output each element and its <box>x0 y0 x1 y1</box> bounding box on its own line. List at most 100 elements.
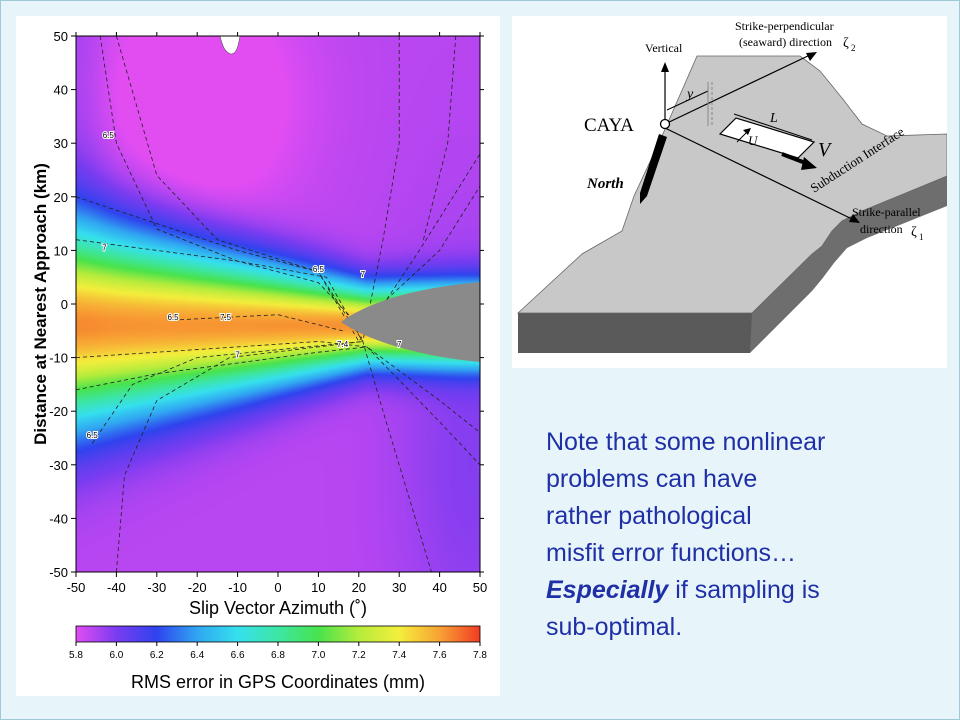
L-dimension-line <box>733 113 813 141</box>
x-tick-label: 40 <box>432 580 446 595</box>
x-axis-ticks: -50 -40 -30 -20 -10 0 10 20 30 40 50 <box>67 32 487 595</box>
contour-label: 7 <box>235 351 240 360</box>
contour-line <box>76 185 480 326</box>
U-label: U <box>748 133 759 148</box>
x-tick-label: 20 <box>352 580 366 595</box>
note-line-6: sub-optimal. <box>546 613 683 641</box>
contour-label: 7 <box>361 270 366 279</box>
contour-line <box>99 36 364 342</box>
contour-label: 6.5 <box>167 313 179 322</box>
y-tick-label: -20 <box>49 404 68 419</box>
colorbar-tick-label: 6.6 <box>231 650 245 661</box>
note-line-5-rest: if sampling is <box>668 576 820 604</box>
y-tick-label: -40 <box>49 511 68 526</box>
strike-parallel-label-1: Strike-parallel <box>852 205 921 219</box>
colorbar-ticks: 5.8 6.0 6.2 6.4 6.6 6.8 7.0 7.2 7.4 7.6 7.8 <box>69 642 487 661</box>
V-velocity-arrowhead <box>801 157 817 170</box>
y-tick-label: -10 <box>49 351 68 366</box>
y-axis-label: Distance at Nearest Approach (km) <box>31 163 50 445</box>
x-tick-label: -50 <box>67 580 86 595</box>
contour-line <box>76 346 480 466</box>
contour-line <box>362 36 432 572</box>
x-tick-label: -20 <box>188 580 207 595</box>
colorbar-tick-label: 7.8 <box>473 650 487 661</box>
y-tick-label: -30 <box>49 458 68 473</box>
vertical-label: Vertical <box>645 41 683 55</box>
note-line-5: Especially if sampling is <box>546 572 946 609</box>
note-line-1: Note that some nonlinear <box>546 428 826 456</box>
x-tick-label: 50 <box>473 580 487 595</box>
caya-station-label: CAYA <box>584 115 634 136</box>
colorbar-tick-label: 5.8 <box>69 650 83 661</box>
zeta1-subscript: 1 <box>919 232 924 242</box>
strike-perpendicular-arrowhead <box>806 52 817 61</box>
zeta2-symbol: ζ <box>843 36 849 51</box>
misfit-heatmap-chart: 6.5 7 6.5 7 7.5 7 7.4 6.5 6.5 7 -50 -40 -30 -20 -10 0 1… <box>31 29 487 692</box>
note-emphasis: Especially <box>546 576 669 604</box>
contour-label: 6.5 <box>103 131 115 140</box>
contour-label: 7.5 <box>220 313 232 322</box>
colorbar-tick-label: 6.0 <box>109 650 123 661</box>
y-tick-label: 10 <box>54 243 68 258</box>
colorbar-label: RMS error in GPS Coordinates (mm) <box>131 672 425 692</box>
contour-line <box>76 341 480 433</box>
contour-labels: 6.5 7 6.5 7 7.5 7 7.4 6.5 6.5 7 <box>86 130 403 441</box>
x-tick-label: -40 <box>107 580 126 595</box>
subduction-geometry-diagram: Vertical Strike-perpendicular (seaward) … <box>516 19 948 353</box>
x-axis-label: Slip Vector Azimuth (˚) <box>189 598 367 618</box>
y-tick-label: 40 <box>54 83 68 98</box>
V-label: V <box>818 139 833 161</box>
y-tick-label: -50 <box>49 565 68 580</box>
north-arrow <box>640 134 667 204</box>
colorbar-tick-label: 7.2 <box>352 650 366 661</box>
x-tick-label: 10 <box>311 580 325 595</box>
block-top-surface <box>516 55 948 314</box>
x-tick-label: 30 <box>392 580 406 595</box>
colorbar-tick-label: 6.4 <box>190 650 204 661</box>
x-tick-label: -30 <box>147 580 166 595</box>
note-line-3: rather pathological <box>546 502 752 530</box>
coastline-fragment <box>219 35 241 55</box>
L-label: L <box>769 111 778 126</box>
y-tick-label: 30 <box>54 136 68 151</box>
y-tick-label: 20 <box>54 190 68 205</box>
masked-region <box>341 282 480 362</box>
contour-label: 6.5 <box>313 265 325 274</box>
note-line-2: problems can have <box>546 465 758 493</box>
zeta1-symbol: ζ <box>911 225 917 240</box>
contour-line <box>116 36 364 342</box>
y-dimension-line <box>666 90 709 111</box>
colorbar-tick-label: 6.2 <box>150 650 164 661</box>
strike-parallel-label-2: direction <box>860 222 903 236</box>
x-tick-label: -10 <box>228 580 247 595</box>
contour-label: 7 <box>397 340 402 349</box>
strike-parallel-arrowhead <box>849 214 860 223</box>
strike-perpendicular-label-1: Strike-perpendicular <box>735 19 834 33</box>
colorbar-tick-label: 7.6 <box>433 650 447 661</box>
contour-line <box>172 314 343 332</box>
y-distance-label: y <box>685 87 694 102</box>
contour-label: 7.4 <box>337 340 349 349</box>
note-text-block: Note that some nonlinear problems can ha… <box>546 424 946 646</box>
misfit-plot-panel: 6.5 7 6.5 7 7.5 7 7.4 6.5 6.5 7 -50 -40 -30 -20 -10 0 1… <box>16 16 500 696</box>
fault-patch <box>718 117 816 159</box>
colorbar-tick-label: 6.8 <box>271 650 285 661</box>
y-tick-label: 0 <box>61 297 68 312</box>
colorbar <box>75 625 481 643</box>
block-front-face <box>518 313 752 353</box>
subduction-diagram-panel: Vertical Strike-perpendicular (seaward) … <box>512 16 948 368</box>
U-slip-arrowhead <box>743 128 751 135</box>
north-label: North <box>586 176 624 192</box>
vertical-arrowhead <box>661 62 669 72</box>
zeta2-subscript: 2 <box>851 43 856 53</box>
strike-perpendicular-axis <box>664 53 813 125</box>
colorbar-tick-label: 7.4 <box>392 650 406 661</box>
strike-parallel-axis <box>664 127 855 221</box>
contour-label: 6.5 <box>87 431 99 440</box>
contour-line <box>91 341 363 444</box>
x-tick-label: 0 <box>274 580 281 595</box>
note-line-4: misfit error functions… <box>546 539 797 567</box>
y-tick-label: 50 <box>54 29 68 44</box>
contour-line <box>116 341 363 572</box>
strike-perpendicular-label-2: (seaward) direction <box>739 35 832 49</box>
